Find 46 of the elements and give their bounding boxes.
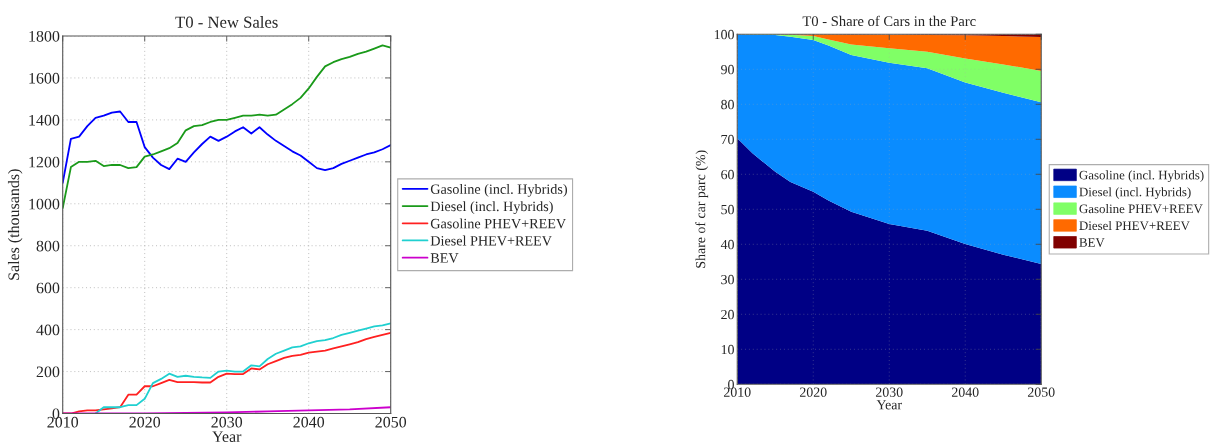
y-tick-label: 10 xyxy=(721,344,734,355)
y-tick-label: 90 xyxy=(721,64,734,75)
y-tick-label: 50 xyxy=(721,204,734,215)
legend-label: Gasoline PHEV+REEV xyxy=(430,218,566,229)
legend-label: Diesel (incl. Hybrids) xyxy=(430,201,553,215)
y-tick-label: 60 xyxy=(721,169,734,180)
line-series xyxy=(62,110,391,184)
y-tick-label: 80 xyxy=(721,99,734,110)
line-series xyxy=(62,44,391,209)
legend-label: Gasoline PHEV+REEV xyxy=(1079,204,1203,214)
y-tick-label: 100 xyxy=(714,29,734,40)
y-axis-title: Sales (thousands) xyxy=(7,169,23,280)
x-axis-title: Year xyxy=(212,431,242,443)
x-tick-label: 2050 xyxy=(1027,387,1055,397)
x-tick-label: 2030 xyxy=(211,416,243,428)
legend-label: BEV xyxy=(1079,238,1105,247)
x-tick-label: 2050 xyxy=(375,416,407,428)
y-tick-label: 40 xyxy=(720,239,734,250)
x-tick-label: 2020 xyxy=(799,387,827,397)
y-tick-label: 600 xyxy=(36,282,60,294)
legend-label: Gasoline (incl. Hybrids) xyxy=(1079,170,1204,183)
legend-label: Diesel PHEV+REEV xyxy=(430,235,552,246)
y-tick-label: 200 xyxy=(36,366,60,378)
legend-label: Gasoline (incl. Hybrids) xyxy=(430,183,567,197)
y-tick-label: 1600 xyxy=(29,72,60,84)
y-tick-label: 30 xyxy=(721,274,734,285)
line-series xyxy=(94,322,391,414)
y-tick-label: 400 xyxy=(36,324,60,336)
chart-title: T0 - New Sales xyxy=(175,16,278,28)
x-tick-label: 2040 xyxy=(293,416,325,428)
legend-label: Diesel (incl. Hybrids) xyxy=(1079,187,1191,199)
y-tick-label: 1400 xyxy=(29,114,60,126)
x-tick-label: 2020 xyxy=(129,416,161,428)
x-tick-label: 2040 xyxy=(951,387,979,397)
y-tick-label: 1200 xyxy=(29,156,60,168)
x-axis-title: Year xyxy=(876,400,902,410)
y-tick-label: 70 xyxy=(721,134,734,145)
y-tick-label: 1000 xyxy=(29,198,60,210)
x-tick-label: 2030 xyxy=(875,387,903,397)
y-tick-label: 20 xyxy=(721,309,734,320)
chart-title: T0 - Share of Cars in the Parc xyxy=(802,15,976,27)
legend-label: BEV xyxy=(430,253,459,263)
y-tick-label: 1800 xyxy=(29,30,60,42)
legend-label: Diesel PHEV+REEV xyxy=(1079,220,1190,231)
y-axis-title: Share of car parc (%) xyxy=(695,150,709,268)
y-tick-label: 800 xyxy=(36,240,60,252)
